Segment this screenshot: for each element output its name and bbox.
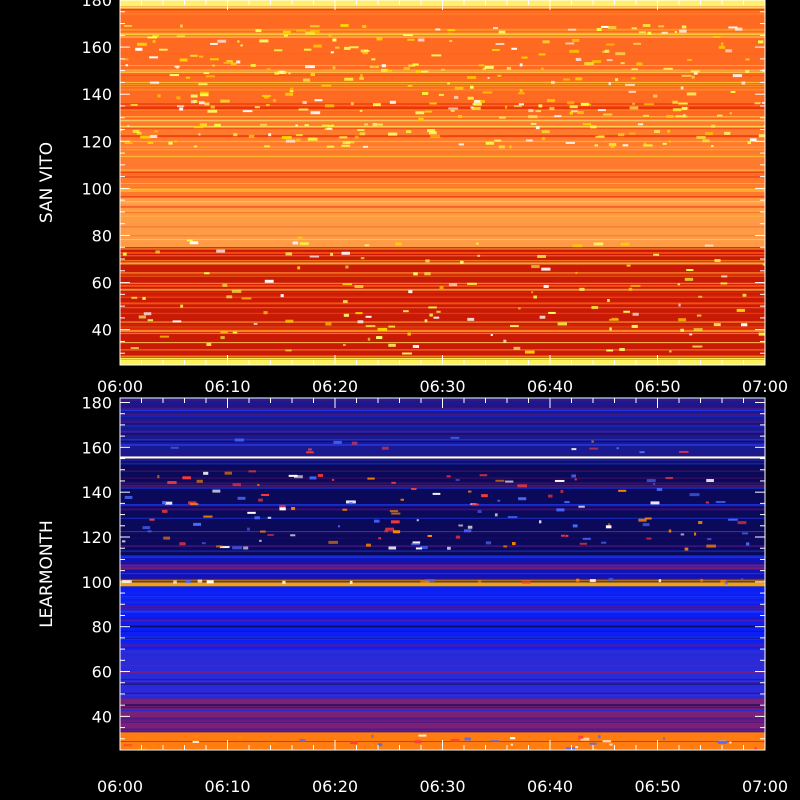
learmonth-xtick-label: 06:50 [634,777,680,796]
san-vito-xtick-label: 06:30 [419,377,465,396]
san-vito-band-3 [120,122,765,198]
san-vito-y-axis-label: SAN VITO [37,142,57,223]
learmonth-band-2 [120,649,765,699]
san-vito-xtick-label: 06:10 [204,377,250,396]
learmonth-ytick-label: 140 [81,483,112,502]
san-vito-xtick-label: 06:00 [97,377,143,396]
learmonth-plot-area [120,398,765,750]
learmonth-ytick-label: 120 [81,528,112,547]
learmonth-ytick-label: 160 [81,438,112,457]
san-vito-ytick-label: 180 [81,0,112,10]
san-vito-ytick-label: 100 [81,179,112,198]
learmonth-band-7 [120,456,765,459]
learmonth-ytick-label: 40 [92,707,112,726]
san-vito-ytick-label: 60 [92,274,112,293]
learmonth-panel: 40 60 80 100 120 140 160 180 06:00 06:10 06:20 06:3… [37,393,788,796]
learmonth-band-1 [120,698,765,733]
san-vito-plot-area [120,0,765,365]
san-vito-ytick-label: 160 [81,38,112,57]
san-vito-xtick-label: 06:20 [312,377,358,396]
san-vito-xtick-label: 06:40 [527,377,573,396]
san-vito-ytick-label: 40 [92,321,112,340]
san-vito-panel: 40 60 80 100 120 140 160 180 06:00 06:10 06:20 06:3… [37,0,788,396]
learmonth-xtick-label: 07:00 [742,777,788,796]
san-vito-ytick-label: 140 [81,85,112,104]
learmonth-ytick-label: 180 [81,393,112,412]
learmonth-xtick-label: 06:40 [527,777,573,796]
san-vito-xtick-label: 07:00 [742,377,788,396]
learmonth-ytick-label: 80 [92,618,112,637]
learmonth-ytick-label: 60 [92,663,112,682]
learmonth-xtick-label: 06:30 [419,777,465,796]
learmonth-band-6 [120,458,765,555]
learmonth-xtick-label: 06:10 [204,777,250,796]
learmonth-xtick-label: 06:00 [97,777,143,796]
san-vito-xtick-label: 06:50 [634,377,680,396]
san-vito-ytick-label: 120 [81,132,112,151]
learmonth-xtick-label: 06:20 [312,777,358,796]
san-vito-ytick-label: 80 [92,226,112,245]
learmonth-y-axis-label: LEARMONTH [37,520,57,628]
san-vito-texture [120,6,765,360]
learmonth-ytick-label: 100 [81,573,112,592]
learmonth-band-4 [120,579,765,587]
